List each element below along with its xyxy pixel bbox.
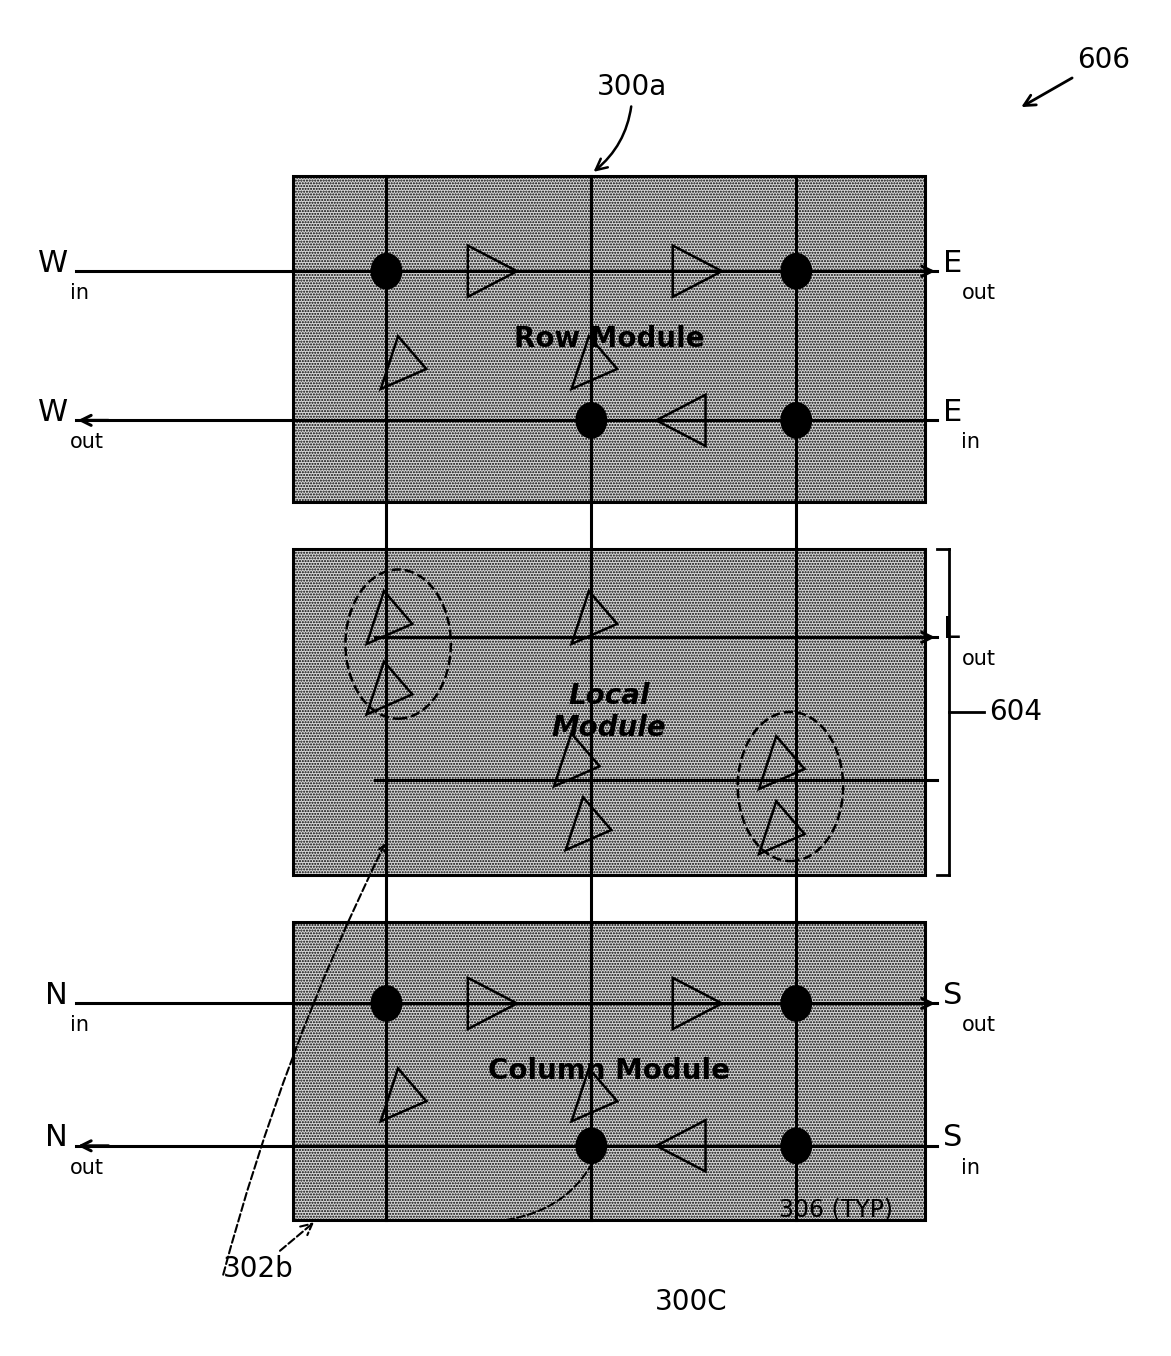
Text: out: out	[961, 650, 995, 669]
Text: out: out	[961, 283, 995, 302]
Text: Local
Module: Local Module	[552, 682, 666, 742]
Bar	[293, 176, 925, 502]
Circle shape	[371, 254, 402, 289]
Text: E: E	[943, 397, 961, 427]
Text: S: S	[943, 980, 963, 1010]
Text: out: out	[70, 433, 104, 452]
Text: in: in	[961, 1158, 980, 1177]
Text: W: W	[37, 248, 68, 278]
Text: 302b: 302b	[222, 1223, 313, 1283]
Circle shape	[781, 986, 812, 1021]
Text: L: L	[943, 614, 960, 644]
Text: 300C: 300C	[655, 1288, 727, 1315]
Text: 606: 606	[1023, 46, 1130, 106]
Text: E: E	[943, 248, 961, 278]
Text: 604: 604	[989, 698, 1042, 725]
Text: N: N	[46, 980, 68, 1010]
Text: in: in	[961, 433, 980, 452]
Text: out: out	[961, 1016, 995, 1035]
Text: 300a: 300a	[596, 73, 667, 170]
Bar	[293, 549, 925, 875]
Text: in: in	[70, 283, 89, 302]
Text: N: N	[46, 1123, 68, 1153]
Text: out: out	[70, 1158, 104, 1177]
Circle shape	[371, 986, 402, 1021]
Text: S: S	[943, 1123, 963, 1153]
Text: in: in	[70, 1016, 89, 1035]
Circle shape	[576, 403, 607, 438]
Circle shape	[781, 403, 812, 438]
Text: 306 (TYP): 306 (TYP)	[779, 1197, 892, 1222]
Text: Row Module: Row Module	[514, 325, 704, 353]
Text: W: W	[37, 397, 68, 427]
Circle shape	[781, 1128, 812, 1163]
Circle shape	[781, 254, 812, 289]
Text: Column Module: Column Module	[488, 1058, 730, 1085]
Circle shape	[576, 1128, 607, 1163]
Bar	[293, 922, 925, 1220]
